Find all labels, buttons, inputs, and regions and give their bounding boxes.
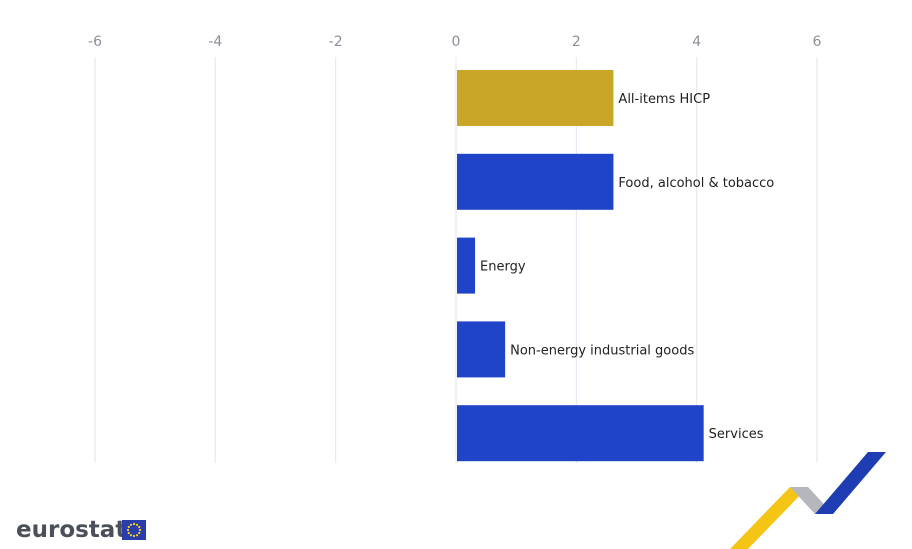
ribbon-blue-shape <box>815 452 886 514</box>
x-tick-label: 2 <box>572 34 581 50</box>
x-tick-label: -4 <box>208 34 222 50</box>
bar[interactable] <box>457 405 704 462</box>
bar[interactable] <box>457 153 614 210</box>
x-tick-label: -6 <box>88 34 102 50</box>
x-tick-label: 4 <box>692 34 701 50</box>
bar[interactable] <box>457 237 476 294</box>
x-axis-ticks: -6 -4 -2 0 2 4 6 <box>88 34 822 50</box>
x-tick-label: -2 <box>329 34 343 50</box>
x-tick-label: 0 <box>452 34 461 50</box>
eu-stars-icon <box>126 522 142 538</box>
bar-label: Energy <box>480 260 526 275</box>
bar-label: All-items HICP <box>618 92 710 107</box>
bar-label: Services <box>709 427 764 442</box>
bar[interactable] <box>457 321 506 378</box>
bar-labels: All-items HICP Food, alcohol & tobacco Ene… <box>480 92 774 442</box>
eurostat-logo-text: eurostat <box>16 517 127 543</box>
x-tick-label: 6 <box>813 34 822 50</box>
eu-flag-icon <box>122 520 146 540</box>
ribbon-yellow-shape <box>730 487 808 549</box>
bar-label: Food, alcohol & tobacco <box>618 176 774 191</box>
bar[interactable] <box>457 70 614 126</box>
bar-label: Non-energy industrial goods <box>510 343 694 358</box>
bars <box>457 70 704 462</box>
